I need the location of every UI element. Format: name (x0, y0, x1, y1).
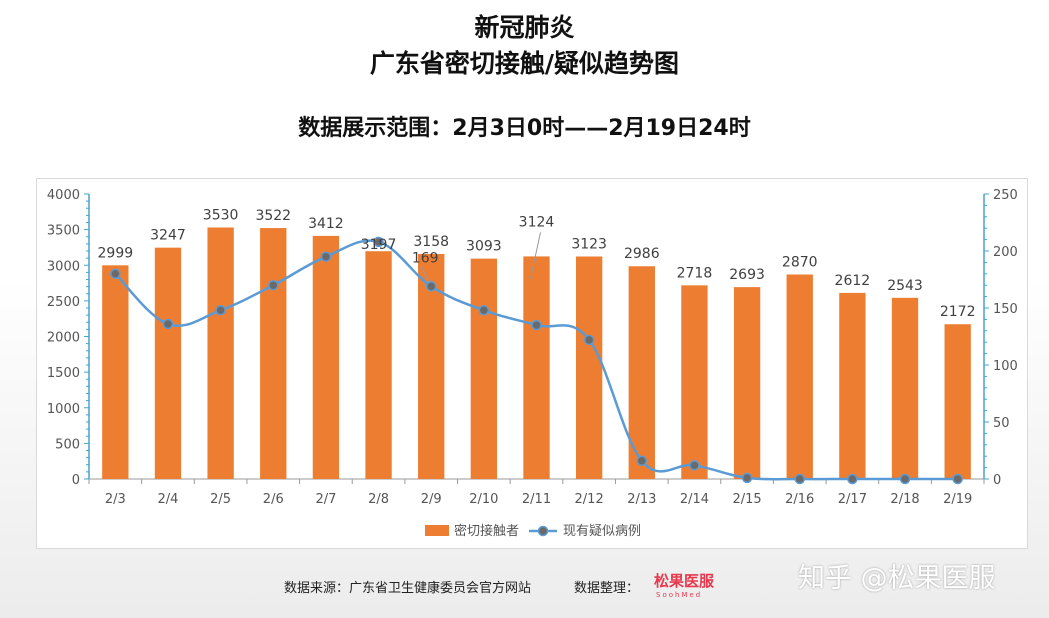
bar-value-label: 2718 (677, 265, 713, 281)
bar-2/16 (786, 274, 813, 479)
x-tick-label: 2/6 (263, 492, 284, 507)
line-label-leader (420, 266, 430, 283)
data-range-label: 数据展示范围：2月3日0时——2月19日24时 (298, 116, 751, 141)
left-tick-label: 2000 (47, 331, 80, 346)
line-point-2/8 (373, 236, 384, 248)
label-leader-line (530, 232, 541, 279)
suspected-cases-line (114, 239, 958, 481)
bar-value-label: 3522 (255, 208, 291, 224)
line-point-2/7 (320, 251, 332, 262)
legend-line-marker (537, 525, 549, 537)
line-point-2/14 (689, 460, 700, 471)
line-point-2/18 (899, 473, 911, 485)
x-tick-label: 2/9 (421, 492, 442, 507)
bar-2/12 (575, 256, 603, 479)
right-tick-label: 0 (993, 473, 1001, 488)
x-tick-label: 2/15 (732, 492, 761, 507)
bar-2/3 (102, 265, 129, 479)
left-tick-label: 4000 (47, 188, 80, 203)
chart-title: 新冠肺炎 (474, 13, 575, 42)
x-tick-label: 2/18 (890, 492, 919, 507)
left-tick-label: 0 (72, 473, 80, 488)
legend-bar-swatch (425, 525, 449, 536)
bar-2/4 (154, 247, 182, 479)
bar-value-label: 3530 (203, 207, 239, 223)
right-tick-label: 200 (993, 245, 1018, 260)
line-point-2/12 (583, 334, 595, 346)
bar-value-label: 3123 (571, 236, 607, 252)
bar-2/6 (260, 228, 287, 479)
line-point-2/4 (162, 318, 174, 330)
bar-value-label: 2612 (835, 273, 871, 289)
bar-2/18 (891, 297, 919, 479)
bar-2/19 (944, 324, 971, 479)
bar-2/14 (681, 285, 708, 479)
x-tick-label: 2/13 (627, 492, 656, 507)
right-tick-label: 100 (993, 359, 1018, 374)
left-tick-label: 2500 (47, 295, 80, 310)
left-tick-label: 1000 (47, 402, 80, 417)
bar-value-label: 2999 (98, 245, 134, 261)
bar-value-label: 2172 (940, 304, 976, 320)
combo-chart: 0 500 1000 1500 2000 2500 3000 3500 4000 0 50 100 15… (47, 188, 1018, 539)
line-point-2/19 (952, 473, 963, 485)
bar-value-label: 3124 (519, 214, 555, 230)
bar-value-label: 2986 (624, 246, 660, 262)
x-tick-label: 2/3 (105, 492, 126, 507)
legend-line-label: 现有疑似病例 (563, 523, 641, 539)
line-point-2/11 (531, 319, 542, 331)
line-value-label: 169 (412, 250, 439, 266)
x-tick-label: 2/4 (158, 492, 179, 507)
legend-bar-label: 密切接触者 (454, 523, 519, 539)
x-tick-label: 2/8 (368, 492, 389, 507)
bar-2/15 (733, 287, 761, 479)
left-tick-label: 3000 (47, 259, 80, 274)
line-point-2/10 (478, 305, 490, 316)
x-tick-label: 2/5 (210, 492, 231, 507)
x-tick-label: 2/17 (838, 492, 867, 507)
bar-value-label: 3412 (308, 216, 344, 232)
line-point-2/3 (110, 268, 121, 280)
line-point-2/6 (268, 279, 279, 291)
bar-value-label: 2693 (729, 267, 765, 283)
x-tick-label: 2/11 (522, 492, 551, 507)
data-organizer: 数据整理： (574, 581, 640, 596)
bar-2/8 (365, 251, 392, 479)
bar-2/17 (839, 292, 866, 479)
watermark: 知乎 @松果医服 (798, 563, 996, 594)
bar-2/13 (628, 266, 655, 479)
x-tick-label: 2/12 (575, 492, 604, 507)
x-tick-label: 2/14 (680, 492, 709, 507)
right-tick-label: 150 (993, 302, 1018, 317)
left-tick-label: 1500 (47, 366, 80, 381)
bar-2/7 (312, 235, 340, 479)
left-tick-label: 3500 (47, 224, 80, 239)
line-point-2/15 (741, 472, 753, 484)
bar-value-label: 2870 (782, 255, 818, 271)
bar-value-label: 2543 (887, 278, 923, 294)
line-point-2/13 (636, 455, 648, 467)
right-tick-label: 50 (993, 416, 1010, 431)
bar-value-label: 3158 (413, 234, 449, 250)
line-point-2/16 (794, 473, 805, 485)
line-point-2/9 (425, 281, 437, 292)
bar-2/5 (207, 227, 234, 479)
bar-value-label: 3093 (466, 239, 502, 255)
right-tick-label: 250 (993, 188, 1018, 203)
chart-subtitle: 广东省密切接触/疑似趋势图 (369, 49, 680, 78)
bar-2/10 (470, 258, 498, 479)
bar-2/11 (523, 256, 550, 479)
brand-logo: 松果医服 SoohMed (654, 572, 715, 599)
line-point-2/17 (847, 473, 858, 485)
chart-area: 0 500 1000 1500 2000 2500 3000 3500 4000 0 50 100 15… (36, 178, 1028, 549)
x-tick-label: 2/10 (469, 492, 498, 507)
left-tick-label: 500 (55, 437, 80, 452)
x-tick-label: 2/19 (943, 492, 972, 507)
x-tick-label: 2/16 (785, 492, 814, 507)
bar-value-label: 3197 (361, 237, 397, 253)
line-point-2/5 (215, 305, 226, 316)
data-source: 数据来源：广东省卫生健康委员会官方网站 (284, 581, 532, 596)
x-tick-label: 2/7 (315, 492, 336, 507)
bar-value-label: 3247 (150, 228, 186, 244)
